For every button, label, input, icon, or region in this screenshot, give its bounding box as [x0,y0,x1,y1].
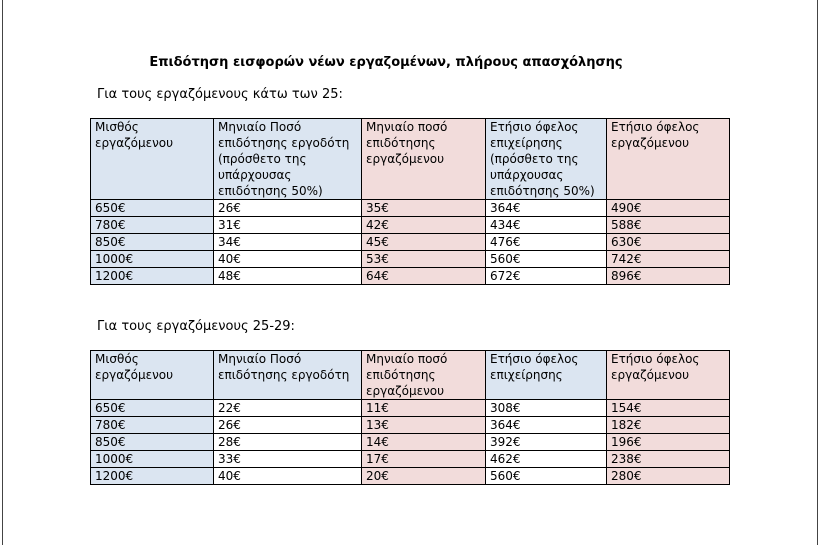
table-cell: 850€ [90,433,214,451]
table-row: 1200€ 40€ 20€ 560€ 280€ [90,467,730,485]
table-cell: 896€ [606,267,730,285]
table-cell: 392€ [485,433,607,451]
section-subtitle-under-25: Για τους εργαζόμενους κάτω των 25: [97,87,343,102]
table-cell: 45€ [361,233,486,251]
table-cell: 40€ [213,467,362,485]
column-header: Ετήσιο όφελος εργαζόμενου [606,118,730,200]
table-cell: 364€ [485,199,607,217]
table-cell: 238€ [606,450,730,468]
table-cell: 48€ [213,267,362,285]
table-cell: 53€ [361,250,486,268]
table-cell: 560€ [485,250,607,268]
header-row: Μισθός εργαζόμενου Μηνιαίο Ποσό επιδότηση… [90,118,730,200]
table-row: 780€ 26€ 13€ 364€ 182€ [90,416,730,434]
column-header: Ετήσιο όφελος επιχείρησης [485,350,607,400]
table-cell: 560€ [485,467,607,485]
table-under-25: Μισθός εργαζόμενου Μηνιαίο Ποσό επιδότηση… [90,118,730,285]
page-edge-left [2,0,3,545]
table-cell: 588€ [606,216,730,234]
table-cell: 40€ [213,250,362,268]
table-cell: 20€ [361,467,486,485]
table-cell: 11€ [361,399,486,417]
column-header: Μισθός εργαζόμενου [90,350,214,400]
table-row: 780€ 31€ 42€ 434€ 588€ [90,216,730,234]
table-row: 650€ 22€ 11€ 308€ 154€ [90,399,730,417]
table-cell: 364€ [485,416,607,434]
table-cell: 182€ [606,416,730,434]
table-cell: 28€ [213,433,362,451]
table-cell: 34€ [213,233,362,251]
table-cell: 26€ [213,199,362,217]
table-row: 850€ 28€ 14€ 392€ 196€ [90,433,730,451]
table-cell: 154€ [606,399,730,417]
table-cell: 1200€ [90,267,214,285]
table-cell: 31€ [213,216,362,234]
table-cell: 1000€ [90,250,214,268]
table-cell: 17€ [361,450,486,468]
table-cell: 850€ [90,233,214,251]
column-header: Ετήσιο όφελος εργαζόμενου [606,350,730,400]
table-25-29: Μισθός εργαζόμενου Μηνιαίο Ποσό επιδότηση… [90,350,730,485]
table-row: 650€ 26€ 35€ 364€ 490€ [90,199,730,217]
table-cell: 1000€ [90,450,214,468]
table-cell: 64€ [361,267,486,285]
table-row: 1000€ 33€ 17€ 462€ 238€ [90,450,730,468]
column-header: Μισθός εργαζόμενου [90,118,214,200]
table-row: 850€ 34€ 45€ 476€ 630€ [90,233,730,251]
table-cell: 742€ [606,250,730,268]
table-cell: 462€ [485,450,607,468]
page-edge-right [817,0,818,545]
table-cell: 434€ [485,216,607,234]
table-cell: 650€ [90,399,214,417]
column-header: Ετήσιο όφελος επιχείρησης (πρόσθετο της … [485,118,607,200]
table-cell: 22€ [213,399,362,417]
column-header: Μηνιαίο Ποσό επιδότησης εργοδότη (πρόσθε… [213,118,362,200]
header-row: Μισθός εργαζόμενου Μηνιαίο Ποσό επιδότηση… [90,350,730,400]
table-cell: 490€ [606,199,730,217]
table-cell: 26€ [213,416,362,434]
table-cell: 476€ [485,233,607,251]
table-cell: 780€ [90,216,214,234]
table-cell: 780€ [90,416,214,434]
table-cell: 33€ [213,450,362,468]
table-cell: 1200€ [90,467,214,485]
table-cell: 630€ [606,233,730,251]
table-cell: 14€ [361,433,486,451]
table-cell: 196€ [606,433,730,451]
table-row: 1000€ 40€ 53€ 560€ 742€ [90,250,730,268]
table-cell: 13€ [361,416,486,434]
table-cell: 42€ [361,216,486,234]
column-header: Μηνιαίο ποσό επιδότησης εργαζόμενου [361,350,486,400]
table-cell: 35€ [361,199,486,217]
column-header: Μηνιαίο ποσό επιδότησης εργαζόμενου [361,118,486,200]
table-row: 1200€ 48€ 64€ 672€ 896€ [90,267,730,285]
table-cell: 650€ [90,199,214,217]
column-header: Μηνιαίο Ποσό επιδότησης εργοδότη [213,350,362,400]
table-cell: 280€ [606,467,730,485]
table-cell: 308€ [485,399,607,417]
table-cell: 672€ [485,267,607,285]
section-subtitle-25-29: Για τους εργαζόμενους 25-29: [97,319,295,334]
document-title: Επιδότηση εισφορών νέων εργαζομένων, πλή… [149,55,623,70]
